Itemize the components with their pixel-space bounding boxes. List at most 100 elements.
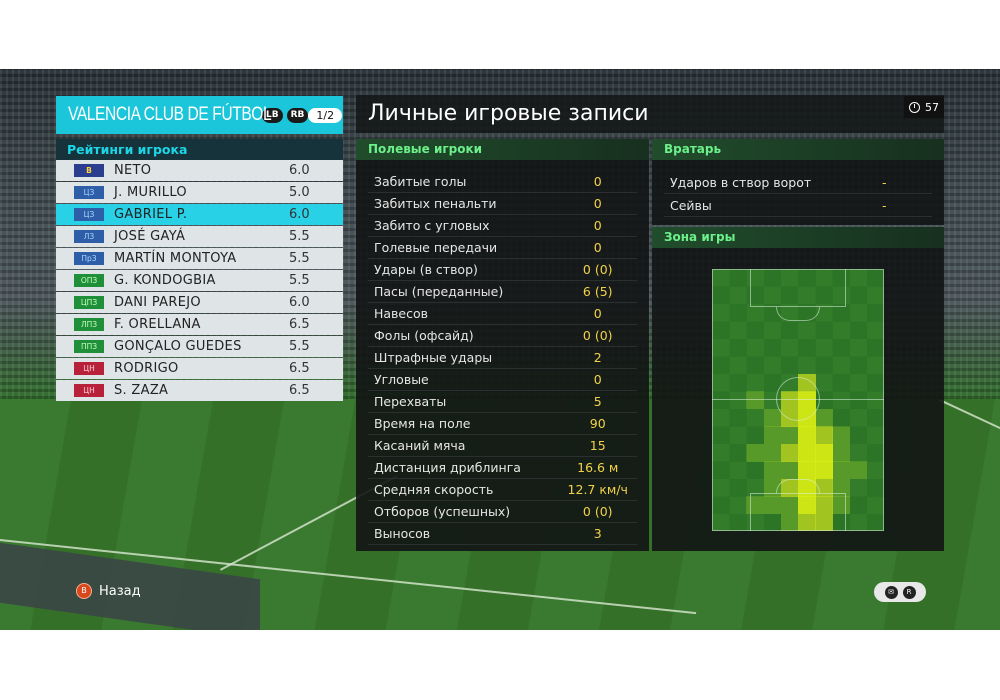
heatmap-cell: [712, 373, 730, 392]
heatmap-cell: [746, 478, 765, 497]
goalkeeper-panel: Вратарь Ударов в створ ворот - Сейвы -: [652, 139, 944, 225]
player-row[interactable]: ЦПЗ DANI PAREJO 6.0: [56, 292, 343, 313]
heatmap-cell: [832, 356, 851, 375]
player-rating: 6.5: [289, 361, 310, 376]
center-circle: [776, 377, 820, 421]
heatmap-cell: [815, 356, 833, 375]
heatmap-cell: [729, 478, 747, 497]
heatmap-cell: [866, 408, 884, 427]
heatmap-cell: [849, 426, 868, 445]
player-row[interactable]: ЦН RODRIGO 6.5: [56, 358, 343, 379]
heatmap-cell: [729, 391, 747, 410]
heatmap-cell: [729, 513, 747, 531]
zone-title: Зона игры: [652, 227, 944, 248]
position-badge: ЛПЗ: [74, 318, 104, 331]
lb-button[interactable]: LB: [262, 107, 283, 123]
heatmap-cell: [763, 408, 782, 427]
heatmap-cell: [798, 496, 816, 515]
stat-value: 12.7 км/ч: [567, 482, 628, 497]
heatmap-cell: [815, 373, 833, 392]
heatmap-cell: [815, 338, 833, 357]
stat-value: 0 (0): [582, 262, 613, 277]
stat-value: 15: [589, 438, 606, 453]
player-rating: 6.0: [289, 163, 310, 178]
heatmap-cell: [866, 513, 884, 531]
rs-stick-icon[interactable]: R: [902, 585, 916, 599]
heatmap-cell: [815, 496, 833, 515]
player-row[interactable]: В NETO 6.0: [56, 160, 343, 181]
heatmap-cell: [746, 373, 765, 392]
position-badge: ПрЗ: [74, 252, 104, 265]
player-row[interactable]: ОПЗ G. KONDOGBIA 5.5: [56, 270, 343, 291]
heatmap-cell: [780, 496, 799, 515]
player-row[interactable]: ЦЗ J. MURILLO 5.0: [56, 182, 343, 203]
heatmap-cell: [763, 338, 782, 357]
player-row[interactable]: ППЗ GONÇALO GUEDES 5.5: [56, 336, 343, 357]
heatmap-cell: [866, 391, 884, 410]
heatmap-cell: [746, 391, 765, 410]
heatmap-cell: [763, 356, 782, 375]
stat-row: Угловые 0: [368, 369, 637, 391]
heatmap-cell: [866, 321, 884, 340]
heatmap-cell: [832, 338, 851, 357]
heatmap-cell: [832, 303, 851, 322]
stat-label: Время на поле: [374, 416, 471, 431]
heatmap-cell: [849, 391, 868, 410]
rb-button[interactable]: RB: [286, 107, 309, 123]
heatmap-cell: [849, 443, 868, 462]
player-name: GONÇALO GUEDES: [114, 339, 242, 354]
player-name: S. ZAZA: [114, 383, 169, 398]
heatmap-cell: [712, 269, 730, 287]
stat-label: Забито с угловых: [374, 218, 490, 233]
heatmap-cell: [729, 356, 747, 375]
player-row[interactable]: ЛЗ JOSÉ GAYÁ 5.5: [56, 226, 343, 247]
heatmap-cell: [798, 513, 816, 531]
heatmap-cell: [798, 269, 816, 287]
stat-value: 2: [593, 350, 602, 365]
goalkeeper-title: Вратарь: [652, 139, 944, 160]
heatmap-cell: [780, 321, 799, 340]
heatmap-cell: [729, 426, 747, 445]
goalkeeper-stats: Ударов в створ ворот - Сейвы -: [652, 171, 944, 217]
top-penalty-area: [750, 269, 846, 307]
back-button[interactable]: B Назад: [76, 583, 141, 599]
heatmap-cell: [832, 408, 851, 427]
player-row[interactable]: ЛПЗ F. ORELLANA 6.5: [56, 314, 343, 335]
club-name: VALENCIA CLUB DE FÚTBOL: [68, 104, 272, 125]
timer: 57: [904, 96, 944, 118]
player-row[interactable]: ЦЗ GABRIEL P. 6.0: [56, 204, 343, 225]
heatmap-cell: [780, 513, 799, 531]
stat-row: Штрафные удары 2: [368, 347, 637, 369]
heatmap-cell: [849, 321, 868, 340]
heatmap-cell: [866, 373, 884, 392]
stat-row: Навесов 0: [368, 303, 637, 325]
heatmap-cell: [729, 303, 747, 322]
chat-icon[interactable]: ✉: [884, 585, 898, 599]
player-list: В NETO 6.0 ЦЗ J. MURILLO 5.0 ЦЗ GABRIEL P. 6.0 ЛЗ…: [56, 160, 343, 402]
heatmap-cell: [780, 269, 799, 287]
stat-label: Навесов: [374, 306, 429, 321]
heatmap-cell: [780, 286, 799, 305]
player-name: JOSÉ GAYÁ: [114, 229, 186, 244]
heatmap-cell: [763, 373, 782, 392]
field-players-title: Полевые игроки: [356, 139, 649, 160]
heatmap-cell: [849, 373, 868, 392]
ratings-title: Рейтинги игрока: [56, 139, 343, 160]
player-name: GABRIEL P.: [114, 207, 188, 222]
heatmap-cell: [798, 286, 816, 305]
stat-row: Голевые передачи 0: [368, 237, 637, 259]
position-badge: ЦЗ: [74, 208, 104, 221]
gk-stat-row: Сейвы -: [664, 194, 932, 217]
position-badge: ЦПЗ: [74, 296, 104, 309]
clock-icon: [909, 101, 920, 113]
player-row[interactable]: ЦН S. ZAZA 6.5: [56, 380, 343, 401]
player-rating: 5.5: [289, 339, 310, 354]
heatmap-cell: [849, 303, 868, 322]
stat-row: Перехваты 5: [368, 391, 637, 413]
player-name: G. KONDOGBIA: [114, 273, 216, 288]
field-outline: [712, 269, 884, 531]
position-badge: ЛЗ: [74, 230, 104, 243]
stat-row: Средняя скорость 12.7 км/ч: [368, 479, 637, 501]
player-row[interactable]: ПрЗ MARTÍN MONTOYA 5.5: [56, 248, 343, 269]
heatmap-cell: [763, 443, 782, 462]
